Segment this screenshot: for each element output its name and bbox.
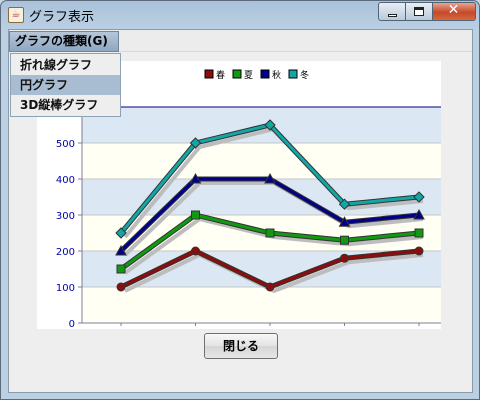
point-marker	[414, 246, 424, 256]
maximize-button[interactable]	[406, 2, 433, 21]
point-marker	[338, 216, 351, 227]
minimize-icon	[388, 14, 397, 17]
point-marker	[413, 208, 425, 220]
maximize-icon	[414, 7, 424, 16]
legend-swatch	[204, 69, 214, 79]
y-tick-label: 200	[56, 247, 75, 258]
series-shadow	[124, 253, 424, 293]
point-marker	[116, 264, 126, 274]
point-marker	[116, 282, 126, 292]
window-title: グラフ表示	[29, 10, 95, 25]
title-bar[interactable]: ☕ グラフ表示 ✕	[1, 1, 479, 29]
point-marker	[340, 235, 349, 245]
plot-band	[82, 287, 441, 323]
graph-type-menu[interactable]: グラフの種類(G)	[9, 31, 119, 52]
point-marker	[265, 282, 275, 292]
line-chart: 0 100 200 300 400 500 春 夏 秋 冬	[56, 69, 441, 330]
point-marker	[340, 253, 349, 263]
point-marker	[264, 119, 276, 131]
point-marker	[265, 228, 275, 238]
y-tick-label: 300	[56, 211, 75, 222]
menu-item-3d-bar-chart[interactable]: 3D縦棒グラフ	[20, 98, 99, 112]
point-marker	[264, 172, 276, 184]
point-marker	[413, 191, 425, 203]
minimize-button[interactable]	[378, 2, 406, 21]
legend-label: 秋	[272, 69, 281, 81]
legend-swatch	[260, 69, 270, 79]
close-button[interactable]: 閉じる	[204, 333, 278, 359]
legend-label: 春	[216, 69, 225, 81]
point-marker	[189, 172, 202, 184]
y-tick-label: 500	[56, 139, 75, 150]
menu-item-pie-chart[interactable]: 円グラフ	[11, 75, 120, 95]
close-icon: ✕	[447, 2, 460, 18]
point-marker	[414, 228, 424, 238]
chart-panel: 0 100 200 300 400 500 春 夏 秋 冬	[37, 61, 441, 330]
plot-band	[82, 143, 441, 179]
point-marker	[338, 198, 351, 210]
legend-swatch	[232, 69, 242, 79]
legend-swatch	[288, 69, 298, 79]
point-marker	[191, 246, 200, 256]
y-tick-label: 100	[56, 283, 75, 294]
point-marker	[191, 210, 200, 220]
close-window-button[interactable]: ✕	[433, 2, 476, 21]
y-tick-label: 0	[69, 319, 75, 329]
y-tick-label: 400	[56, 175, 75, 186]
legend-label: 冬	[300, 69, 309, 81]
menu-item-line-chart[interactable]: 折れ線グラフ	[20, 58, 93, 72]
legend-label: 夏	[244, 70, 253, 81]
point-marker	[189, 137, 202, 149]
graph-type-dropdown: 折れ線グラフ 円グラフ 3D縦棒グラフ	[10, 53, 121, 117]
point-marker	[115, 227, 127, 239]
java-app-icon: ☕	[8, 7, 24, 23]
menu-bar: グラフの種類(G)	[9, 30, 472, 52]
point-marker	[115, 244, 127, 256]
content-pane: グラフの種類(G) 0 100 200 300 400 500 春 夏 秋 冬 折れ線グラフ 円グ…	[8, 29, 473, 393]
